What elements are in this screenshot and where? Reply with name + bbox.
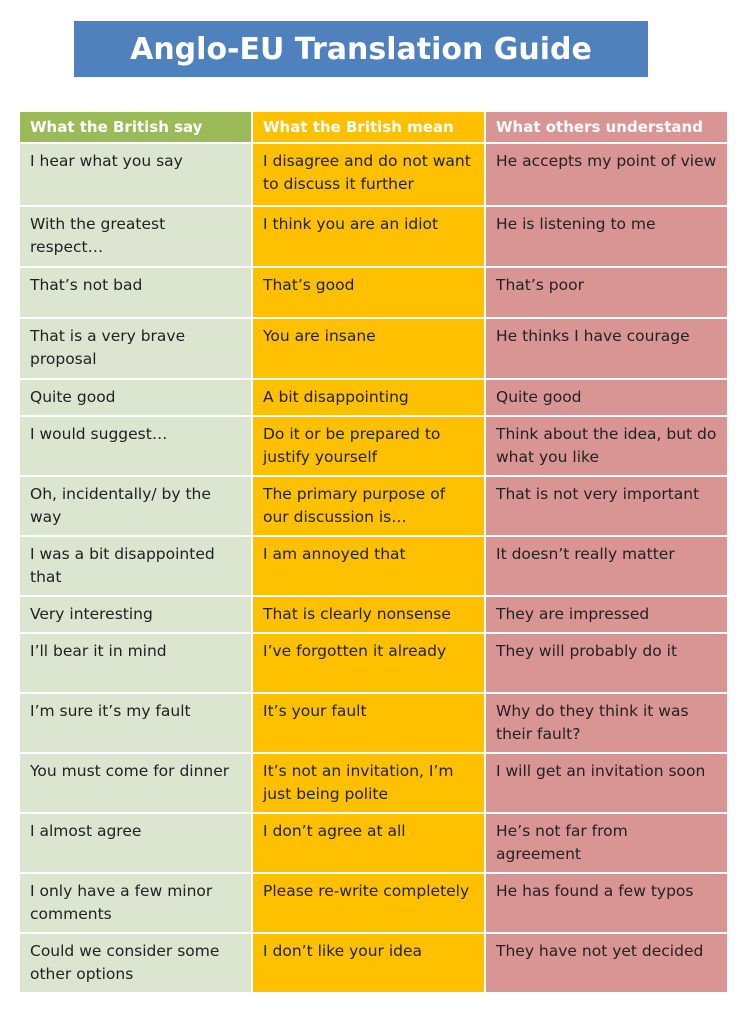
cell-british-mean: That is clearly nonsense — [253, 597, 484, 632]
cell-others-understand: He thinks I have courage — [486, 319, 727, 378]
page-title: Anglo-EU Translation Guide — [74, 21, 648, 77]
cell-others-understand: He’s not far from agreement — [486, 814, 727, 872]
cell-british-mean: The primary purpose of our discussion is… — [253, 477, 484, 535]
cell-british-say: That is a very brave proposal — [20, 319, 251, 378]
cell-british-mean: I don’t agree at all — [253, 814, 484, 872]
cell-british-mean: It’s not an invitation, I’m just being p… — [253, 754, 484, 812]
cell-british-say: With the greatest respect… — [20, 207, 251, 266]
table-row: Could we consider some other options I d… — [20, 934, 727, 992]
cell-british-mean: I think you are an idiot — [253, 207, 484, 266]
header-row: What the British say What the British me… — [20, 112, 727, 142]
cell-british-mean: Do it or be prepared to justify yourself — [253, 417, 484, 475]
translation-table: What the British say What the British me… — [18, 110, 729, 994]
cell-others-understand: He accepts my point of view — [486, 144, 727, 205]
cell-british-say: I almost agree — [20, 814, 251, 872]
table-row: That is a very brave proposal You are in… — [20, 319, 727, 378]
table-row: I’ll bear it in mind I’ve forgotten it a… — [20, 634, 727, 692]
table-row: With the greatest respect… I think you a… — [20, 207, 727, 266]
cell-others-understand: Quite good — [486, 380, 727, 415]
cell-british-say: I’m sure it’s my fault — [20, 694, 251, 752]
table-row: I was a bit disappointed that I am annoy… — [20, 537, 727, 595]
table-row: You must come for dinner It’s not an inv… — [20, 754, 727, 812]
cell-others-understand: They have not yet decided — [486, 934, 727, 992]
page-title-text: Anglo-EU Translation Guide — [130, 31, 592, 67]
table-row: Very interesting That is clearly nonsens… — [20, 597, 727, 632]
header-british-mean: What the British mean — [253, 112, 484, 142]
cell-british-say: Quite good — [20, 380, 251, 415]
table-row: I only have a few minor comments Please … — [20, 874, 727, 932]
cell-british-say: Very interesting — [20, 597, 251, 632]
cell-british-say: Could we consider some other options — [20, 934, 251, 992]
table-row: I would suggest… Do it or be prepared to… — [20, 417, 727, 475]
cell-british-mean: I disagree and do not want to discuss it… — [253, 144, 484, 205]
cell-others-understand: I will get an invitation soon — [486, 754, 727, 812]
table-row: That’s not bad That’s good That’s poor — [20, 268, 727, 317]
cell-british-mean: You are insane — [253, 319, 484, 378]
cell-others-understand: He is listening to me — [486, 207, 727, 266]
table-row: I’m sure it’s my fault It’s your fault W… — [20, 694, 727, 752]
cell-british-mean: I don’t like your idea — [253, 934, 484, 992]
table-row: I hear what you say I disagree and do no… — [20, 144, 727, 205]
header-british-say: What the British say — [20, 112, 251, 142]
cell-british-mean: It’s your fault — [253, 694, 484, 752]
table-row: I almost agree I don’t agree at all He’s… — [20, 814, 727, 872]
cell-british-say: I hear what you say — [20, 144, 251, 205]
cell-others-understand: They will probably do it — [486, 634, 727, 692]
cell-others-understand: They are impressed — [486, 597, 727, 632]
cell-others-understand: That is not very important — [486, 477, 727, 535]
cell-british-say: You must come for dinner — [20, 754, 251, 812]
cell-british-say: Oh, incidentally/ by the way — [20, 477, 251, 535]
cell-others-understand: Why do they think it was their fault? — [486, 694, 727, 752]
table-row: Quite good A bit disappointing Quite goo… — [20, 380, 727, 415]
cell-british-say: I would suggest… — [20, 417, 251, 475]
cell-british-mean: A bit disappointing — [253, 380, 484, 415]
cell-british-mean: Please re-write completely — [253, 874, 484, 932]
cell-others-understand: It doesn’t really matter — [486, 537, 727, 595]
cell-british-say: That’s not bad — [20, 268, 251, 317]
cell-british-mean: I’ve forgotten it already — [253, 634, 484, 692]
cell-british-mean: That’s good — [253, 268, 484, 317]
cell-british-say: I only have a few minor comments — [20, 874, 251, 932]
cell-british-say: I’ll bear it in mind — [20, 634, 251, 692]
cell-others-understand: That’s poor — [486, 268, 727, 317]
cell-others-understand: Think about the idea, but do what you li… — [486, 417, 727, 475]
cell-others-understand: He has found a few typos — [486, 874, 727, 932]
table-row: Oh, incidentally/ by the way The primary… — [20, 477, 727, 535]
header-others-understand: What others understand — [486, 112, 727, 142]
cell-british-say: I was a bit disappointed that — [20, 537, 251, 595]
cell-british-mean: I am annoyed that — [253, 537, 484, 595]
